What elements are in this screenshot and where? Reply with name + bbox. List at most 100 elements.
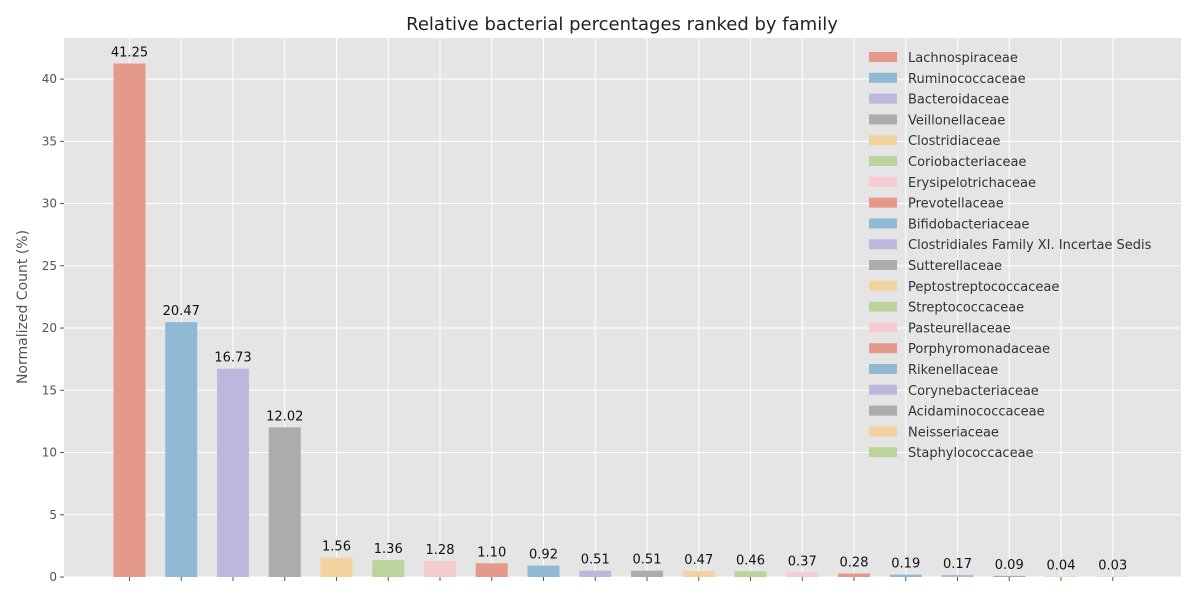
bar	[941, 574, 974, 577]
legend-swatch	[869, 280, 897, 291]
legend-item: Coriobacteriaceae	[869, 155, 1026, 170]
legend-label: Coriobacteriaceae	[908, 155, 1026, 170]
legend-item: Sutterellaceae	[869, 259, 1002, 274]
bar-value-label: 0.17	[943, 557, 972, 572]
bar	[424, 561, 456, 577]
legend-label: Corynebacteriaceae	[908, 384, 1039, 399]
legend-swatch	[869, 322, 897, 333]
bar	[786, 572, 819, 577]
y-tick-label: 10	[42, 446, 57, 460]
legend-item: Corynebacteriaceae	[869, 384, 1039, 399]
legend-swatch	[869, 135, 897, 146]
bar-value-label: 0.09	[995, 558, 1024, 573]
legend-swatch	[869, 239, 897, 250]
legend-item: Pasteurellaceae	[869, 321, 1011, 336]
y-tick-label: 40	[42, 72, 57, 86]
legend-label: Clostridiales Family XI. Incertae Sedis	[908, 238, 1152, 253]
legend-item: Acidaminococcaceae	[869, 405, 1045, 420]
legend-item: Clostridiaceae	[869, 134, 1000, 149]
bar-value-label: 0.47	[684, 553, 713, 568]
legend-swatch	[869, 72, 897, 83]
value-labels: 41.25 20.47 16.73 12.02 1.56 1.36 1.28 1.10 0.92…	[111, 46, 1127, 574]
legend-swatch	[869, 447, 897, 458]
legend-swatch	[869, 218, 897, 229]
bar	[631, 570, 663, 577]
y-tick-label: 25	[42, 259, 57, 273]
bar	[320, 557, 353, 577]
legend-item: Lachnospiraceae	[869, 51, 1018, 66]
bar-value-label: 0.03	[1098, 559, 1127, 574]
legend-label: Neisseriaceae	[908, 425, 999, 440]
legend-label: Porphyromonadaceae	[908, 342, 1050, 357]
bar	[217, 368, 249, 577]
legend-label: Clostridiaceae	[908, 134, 1000, 149]
legend-item: Streptococcaceae	[869, 301, 1024, 316]
bar-value-label: 41.25	[111, 46, 148, 61]
legend-label: Bifidobacteriaceae	[908, 217, 1029, 232]
y-tick-label: 0	[49, 570, 57, 584]
bar-value-label: 0.51	[581, 553, 610, 568]
legend-item: Bacteroidaceae	[869, 93, 1009, 108]
legend-item: Neisseriaceae	[869, 425, 999, 440]
legend-swatch	[869, 197, 897, 208]
bar-value-label: 16.73	[214, 351, 251, 366]
bar-value-label: 1.28	[426, 543, 455, 558]
y-tick-label: 15	[42, 383, 57, 397]
legend-swatch	[869, 426, 897, 437]
legend-swatch	[869, 301, 897, 312]
bar	[527, 565, 560, 577]
bar-value-label: 0.37	[788, 554, 817, 569]
bars	[113, 63, 1129, 577]
legend-item: Peptostreptococcaceae	[869, 280, 1059, 295]
legend-label: Bacteroidaceae	[908, 93, 1009, 108]
plot-area	[64, 38, 1181, 577]
legend-swatch	[869, 364, 897, 374]
bar-value-label: 0.51	[633, 553, 662, 568]
legend-label: Erysipelotrichaceae	[908, 176, 1036, 191]
legend-label: Streptococcaceae	[908, 301, 1024, 316]
legend-label: Pasteurellaceae	[908, 321, 1011, 336]
legend-swatch	[869, 384, 897, 395]
legend-swatch	[869, 405, 897, 416]
legend-label: Acidaminococcaceae	[908, 405, 1045, 420]
chart-title: Relative bacterial percentages ranked by…	[406, 14, 838, 35]
y-axis-ticks: 0 5 10 15 20 25 30 35 40	[42, 72, 64, 584]
bar-value-label: 12.02	[266, 409, 303, 424]
legend-item: Staphylococcaceae	[869, 446, 1034, 461]
legend-swatch	[869, 343, 897, 354]
legend-label: Ruminococcaceae	[908, 72, 1026, 87]
legend-item: Bifidobacteriaceae	[869, 217, 1029, 232]
legend-swatch	[869, 52, 897, 62]
bar	[579, 570, 612, 577]
legend-label: Sutterellaceae	[908, 259, 1002, 274]
bar-value-label: 0.28	[840, 556, 869, 571]
bar	[993, 575, 1026, 577]
legend-item: Veillonellaceae	[869, 113, 1005, 128]
legend-item: Ruminococcaceae	[869, 72, 1026, 87]
bar	[372, 560, 405, 577]
bar	[838, 573, 870, 577]
legend-label: Prevotellaceae	[908, 197, 1004, 212]
legend-item: Clostridiales Family XI. Incertae Sedis	[869, 238, 1152, 253]
y-axis-label: Normalized Count (%)	[15, 230, 31, 384]
legend-item: Porphyromonadaceae	[869, 342, 1050, 357]
legend-swatch	[869, 93, 897, 104]
x-axis-ticks	[129, 577, 1114, 581]
bar	[734, 571, 767, 577]
y-tick-label: 20	[42, 321, 57, 335]
legend-label: Staphylococcaceae	[908, 446, 1034, 461]
legend-label: Peptostreptococcaceae	[908, 280, 1059, 295]
legend-label: Lachnospiraceae	[908, 51, 1018, 66]
bar	[165, 322, 198, 577]
bar-value-label: 20.47	[163, 304, 200, 319]
bar	[113, 63, 146, 577]
bar-value-label: 1.36	[374, 542, 403, 557]
bar	[268, 427, 301, 577]
bar-value-label: 0.19	[891, 557, 920, 572]
legend-label: Veillonellaceae	[908, 113, 1005, 128]
legend-swatch	[869, 260, 897, 270]
bar	[682, 571, 715, 577]
y-tick-label: 35	[42, 134, 57, 148]
bar	[889, 574, 922, 577]
